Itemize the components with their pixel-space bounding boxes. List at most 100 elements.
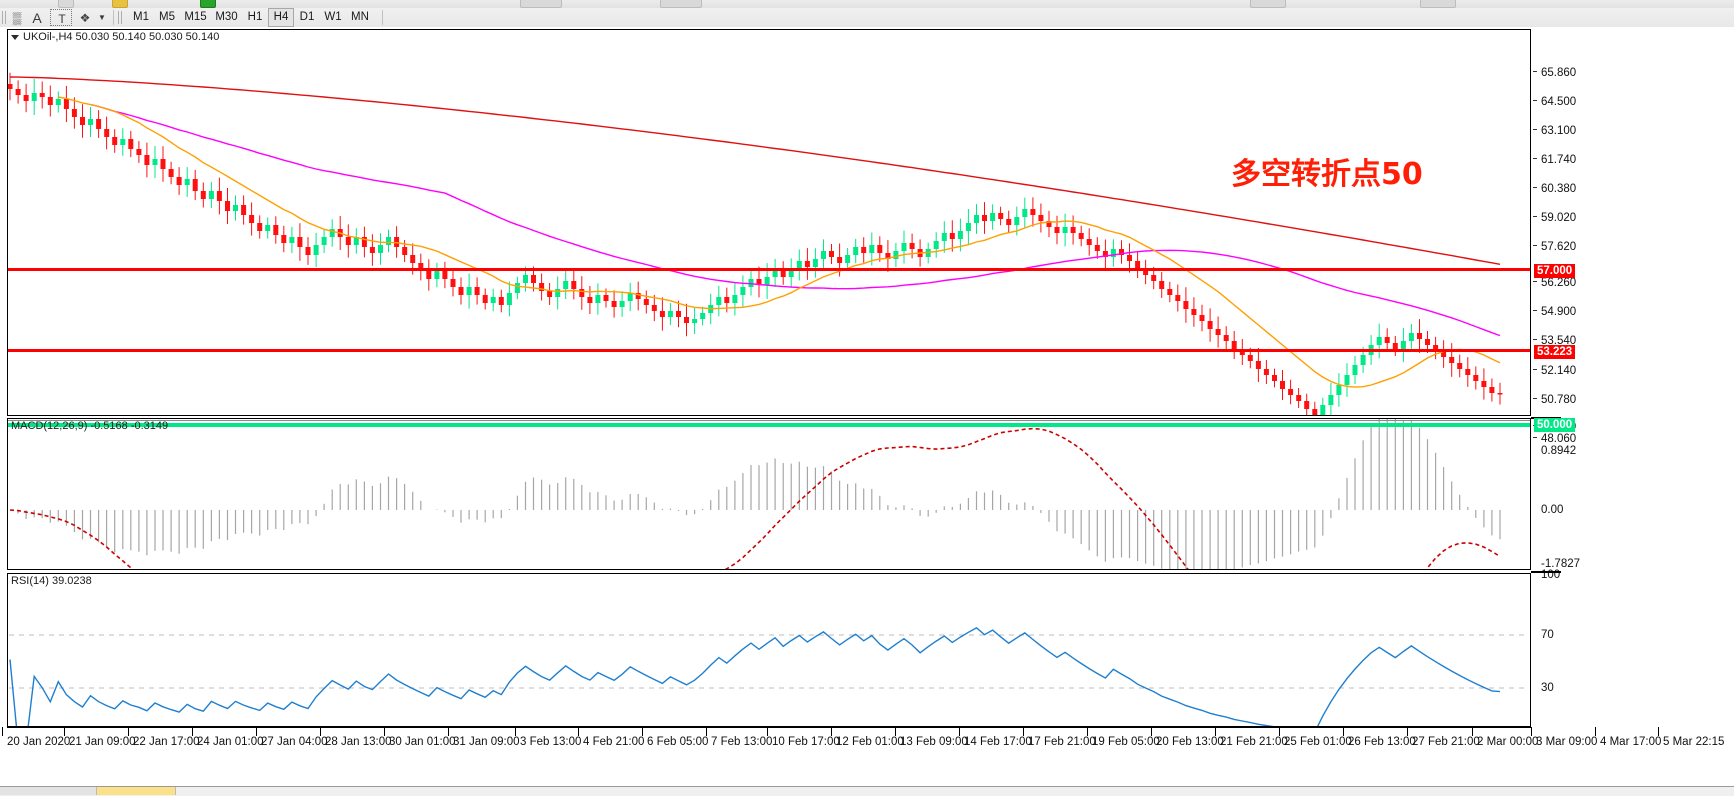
price-tick-label: 63.100 (1541, 125, 1577, 137)
macd-label: MACD(12,26,9) -0.5168 -0.3149 (11, 420, 169, 432)
time-label: 21 Jan 09:00 (69, 736, 136, 748)
chart-area[interactable]: UKOil-,H4 50.030 50.140 50.030 50.140 MA… (0, 27, 1734, 795)
objects-dropdown-icon[interactable]: ▼ (95, 9, 109, 26)
price-tick-label: 61.740 (1541, 154, 1577, 166)
time-axis-tick (1279, 727, 1280, 736)
candlestick-series (8, 72, 1503, 415)
timeframe-d1[interactable]: D1 (299, 11, 315, 23)
text-label-icon[interactable]: A (26, 9, 48, 26)
resistance-tag-53[interactable]: 53.223 (1534, 345, 1576, 359)
chart-annotation-text[interactable]: 多空转折点50 (1231, 157, 1423, 192)
time-axis-tick (448, 727, 449, 736)
status-tab-b[interactable] (97, 787, 176, 795)
price-tick-label: 65.860 (1541, 67, 1577, 79)
time-label: 24 Jan 01:00 (197, 736, 264, 748)
price-tick: 52.140 (1533, 365, 1576, 377)
timeframe-w1[interactable]: W1 (324, 11, 342, 23)
rsi-line (9, 627, 1501, 726)
time-label: 3 Mar 09:00 (1536, 736, 1598, 748)
time-axis-tick (128, 727, 129, 736)
rsi-tick: 70 (1541, 629, 1554, 641)
time-label: 20 Jan 2020 (7, 736, 71, 748)
macd-pane[interactable] (7, 418, 1531, 570)
resistance-line-53[interactable] (8, 349, 1530, 352)
price-tick-label: 50.780 (1541, 394, 1577, 406)
objects-icon[interactable]: ❖ (74, 9, 96, 26)
time-label: 21 Feb 21:00 (1220, 736, 1288, 748)
time-axis-tick (1087, 727, 1088, 736)
timeframe-m30[interactable]: M30 (215, 11, 238, 23)
current-price-tag[interactable]: 50.000 (1534, 418, 1576, 432)
price-tick: 65.860 (1533, 67, 1576, 79)
macd-histogram (17, 419, 1501, 569)
toolbar-nub-wide (520, 0, 562, 8)
support-line-50[interactable] (8, 423, 1530, 427)
time-label: 14 Feb 17:00 (964, 736, 1032, 748)
time-axis-tick (767, 727, 768, 736)
time-label: 7 Feb 13:00 (711, 736, 773, 748)
time-label: 20 Feb 13:00 (1156, 736, 1224, 748)
price-tick: 56.260 (1533, 277, 1576, 289)
timeframe-m15[interactable]: M15 (184, 11, 207, 23)
time-axis[interactable]: 20 Jan 2020 21 Jan 09:00 22 Jan 17:00 24… (0, 727, 1734, 768)
timeframe-grip[interactable] (118, 11, 123, 24)
ma-orange-line (58, 96, 1501, 388)
symbol-header[interactable]: UKOil-,H4 50.030 50.140 50.030 50.140 (11, 31, 219, 43)
price-tick-label: 57.620 (1541, 241, 1577, 253)
toolbar-nub-wide4 (1420, 0, 1456, 8)
timeframe-m1[interactable]: M1 (133, 11, 149, 23)
time-label: 13 Feb 09:00 (900, 736, 968, 748)
time-axis-tick (1151, 727, 1152, 736)
time-label: 27 Jan 04:00 (261, 736, 328, 748)
chart-menu-caret-icon[interactable] (11, 34, 19, 40)
price-tick: 53.540 (1533, 335, 1576, 347)
resistance-tag-57[interactable]: 57.000 (1534, 264, 1576, 278)
time-axis-tick (64, 727, 65, 736)
price-tick-label: 64.500 (1541, 96, 1577, 108)
timeframe-h4[interactable]: H4 (268, 8, 294, 27)
price-tick: 57.620 (1533, 241, 1576, 253)
rsi-series-group (9, 627, 1529, 726)
macd-tick-label: 0.8942 (1541, 445, 1577, 457)
toolbar: ▒ A T ❖ ▼ M1 M5 M15 M30 H1 H4 D1 W1 MN (0, 0, 1734, 28)
time-axis-tick (1215, 727, 1216, 736)
macd-tick-label: 0.00 (1541, 504, 1564, 516)
price-tick: 61.740 (1533, 154, 1576, 166)
macd-series-group (9, 419, 1501, 569)
time-axis-tick (320, 727, 321, 736)
price-tick: 54.900 (1533, 306, 1576, 318)
chart-series-layer (8, 72, 1529, 726)
toolbar-nub-green (200, 0, 216, 8)
rsi-pane[interactable] (7, 573, 1531, 727)
price-series-group (8, 72, 1503, 415)
time-axis-tick (192, 727, 193, 736)
price-tick: 64.500 (1533, 96, 1576, 108)
text-box-icon[interactable]: T (50, 9, 72, 26)
timeframe-m5[interactable]: M5 (159, 11, 175, 23)
time-label: 25 Feb 01:00 (1284, 736, 1352, 748)
status-tab-a[interactable] (0, 787, 97, 795)
toolbar-grip[interactable] (2, 11, 7, 24)
time-axis-tick (831, 727, 832, 736)
time-axis-tick (706, 727, 707, 736)
time-axis-tick (642, 727, 643, 736)
time-label: 2 Mar 00:00 (1477, 736, 1539, 748)
time-axis-tick (1658, 727, 1659, 736)
price-tick: 63.100 (1533, 125, 1576, 137)
toolbar-nub-wide2 (660, 0, 702, 8)
time-axis-topline (7, 727, 1531, 728)
resistance-line-57[interactable] (8, 268, 1530, 271)
rsi-tick-label: 70 (1541, 629, 1554, 641)
timeframe-mn[interactable]: MN (351, 11, 369, 23)
crosshair-fibo-icon[interactable]: ▒ (6, 9, 28, 26)
ma-red-line (9, 76, 1501, 265)
price-tick: 50.780 (1533, 394, 1576, 406)
timeframe-h1[interactable]: H1 (247, 11, 263, 23)
toolbar-divider (113, 10, 114, 25)
time-axis-tick (384, 727, 385, 736)
macd-tick: 0.00 (1541, 504, 1563, 516)
scale-separator-rsi (1531, 571, 1561, 573)
price-scale[interactable]: 65.860 64.500 63.100 61.740 60.380 59.02… (1533, 27, 1729, 795)
time-axis-tick (959, 727, 960, 736)
rsi-tick: 30 (1541, 682, 1554, 694)
